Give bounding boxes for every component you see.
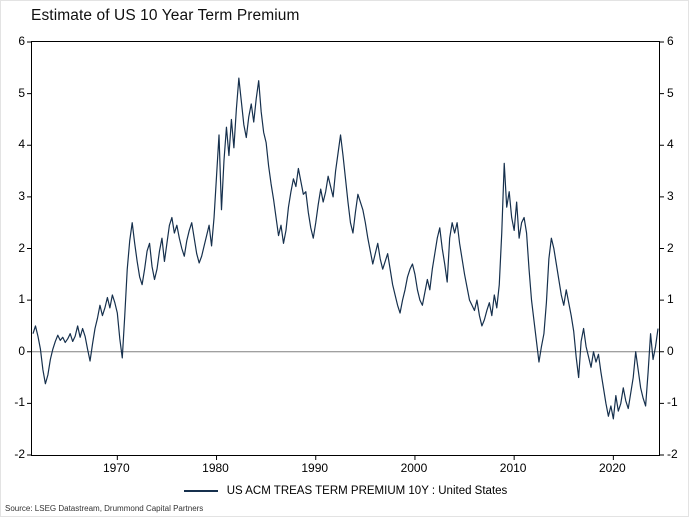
x-axis-tick-label: 2000 <box>400 461 428 475</box>
y-axis-tick-label-left: 4 <box>18 137 25 152</box>
legend-label: US ACM TREAS TERM PREMIUM 10Y : United S… <box>226 485 508 497</box>
y-axis-tick-label-left: -1 <box>14 395 25 410</box>
y-axis-tick-label-right: 3 <box>667 188 674 203</box>
y-axis-tick-label-right: 1 <box>667 292 674 307</box>
y-axis-tick-label-left: 3 <box>18 188 25 203</box>
trend-line <box>32 77 659 420</box>
source-note: Source: LSEG Datastream, Drummond Capita… <box>5 504 204 513</box>
x-axis-tick-label: 2010 <box>499 461 527 475</box>
x-axis-tick-label: 1970 <box>102 461 130 475</box>
y-axis-tick-label-right: -1 <box>667 395 678 410</box>
line-chart-svg <box>27 41 664 460</box>
y-axis-tick-label-right: -2 <box>667 447 678 461</box>
y-axis-tick-label-right: 6 <box>667 34 674 48</box>
legend-line-swatch <box>183 490 218 492</box>
y-axis-tick-label-right: 4 <box>667 137 674 152</box>
legend: US ACM TREAS TERM PREMIUM 10Y : United S… <box>1 482 688 500</box>
y-axis-tick-label-left: 0 <box>18 343 25 358</box>
y-axis-tick-label-right: 0 <box>667 343 674 358</box>
plot-area <box>27 41 664 460</box>
x-axis-tick-label: 1980 <box>202 461 229 475</box>
y-axis-tick-label-left: 1 <box>18 292 25 307</box>
chart-title: Estimate of US 10 Year Term Premium <box>31 7 300 24</box>
y-axis-tick-label-right: 2 <box>667 240 674 255</box>
y-axis-tick-label-left: 5 <box>18 85 25 100</box>
y-axis-tick-label-left: -2 <box>14 447 25 461</box>
y-axis-tick-label-left: 6 <box>18 34 25 48</box>
y-axis-tick-label-right: 5 <box>667 85 674 100</box>
x-axis-tick-label: 2020 <box>599 461 626 475</box>
y-axis-tick-label-left: 2 <box>18 240 25 255</box>
x-axis-tick-label: 1990 <box>301 461 329 475</box>
